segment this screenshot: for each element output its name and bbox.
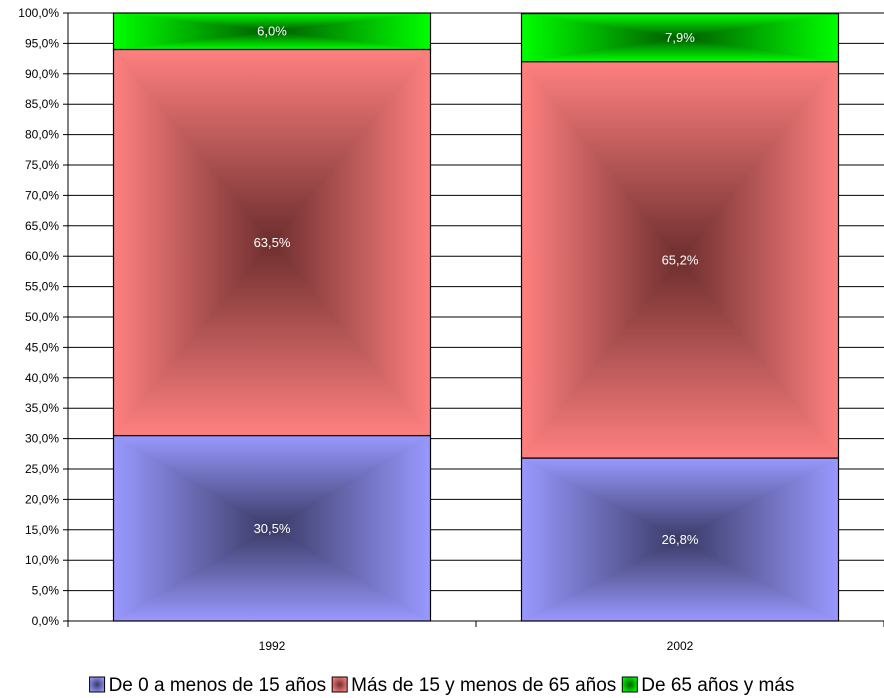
bar-segment: [112, 12, 432, 51]
y-tick-label: 25,0%: [25, 462, 59, 476]
y-tick-label: 30,0%: [25, 432, 59, 446]
y-tick-label: 45,0%: [25, 340, 59, 354]
y-tick-label: 5,0%: [32, 584, 60, 598]
y-tick-label: 80,0%: [25, 128, 59, 142]
legend-items: De 0 a menos de 15 años Más de 15 y menos…: [89, 675, 794, 696]
y-tick-label: 100,0%: [18, 6, 59, 20]
y-tick-label: 70,0%: [25, 188, 59, 202]
bars: [112, 12, 840, 622]
y-tick-label: 20,0%: [25, 492, 59, 506]
bar-segment: [520, 13, 840, 63]
legend-swatch: [331, 676, 348, 693]
axes: 0,0% 5,0% 10,0% 15,0% 20,0% 25,0% 30,0% 35,0% 40…: [18, 6, 884, 653]
data-label: 26,8%: [662, 532, 699, 547]
y-tick-label: 90,0%: [25, 67, 59, 81]
data-label: 30,5%: [254, 521, 291, 536]
legend-item: De 0 a menos de 15 años: [89, 675, 327, 696]
x-tick-label: 2002: [667, 639, 694, 653]
legend: De 0 a menos de 15 años Más de 15 y menos…: [89, 675, 794, 696]
y-tick-label: 10,0%: [25, 553, 59, 567]
y-tick-label: 0,0%: [32, 614, 60, 628]
legend-swatch: [621, 676, 638, 693]
data-label: 65,2%: [662, 252, 699, 267]
legend-label: De 65 años y más: [641, 675, 794, 696]
y-tick-label: 65,0%: [25, 219, 59, 233]
legend-label: De 0 a menos de 15 años: [109, 675, 327, 696]
bar-segment: [112, 434, 432, 622]
data-label: 63,5%: [254, 235, 291, 250]
y-tick-label: 85,0%: [25, 97, 59, 111]
data-label: 6,0%: [257, 24, 287, 39]
y-tick-label: 15,0%: [25, 523, 59, 537]
legend-item: De 65 años y más: [621, 675, 794, 696]
y-tick-label: 95,0%: [25, 36, 59, 50]
y-tick-label: 35,0%: [25, 401, 59, 415]
y-tick-label: 50,0%: [25, 310, 59, 324]
legend-swatch: [89, 676, 106, 693]
y-tick-label: 60,0%: [25, 249, 59, 263]
bar-segment: [520, 61, 840, 459]
legend-item: Más de 15 y menos de 65 años: [331, 675, 616, 696]
y-tick-label: 55,0%: [25, 280, 59, 294]
bar-segment: [520, 457, 840, 622]
bar-segment: [112, 48, 432, 437]
data-labels: 30,5% 63,5% 6,0% 26,8% 65,2% 7,9%: [254, 24, 699, 547]
y-tick-label: 40,0%: [25, 371, 59, 385]
data-label: 7,9%: [665, 30, 695, 45]
y-tick-label: 75,0%: [25, 158, 59, 172]
legend-label: Más de 15 y menos de 65 años: [351, 675, 616, 696]
x-tick-label: 1992: [259, 639, 286, 653]
